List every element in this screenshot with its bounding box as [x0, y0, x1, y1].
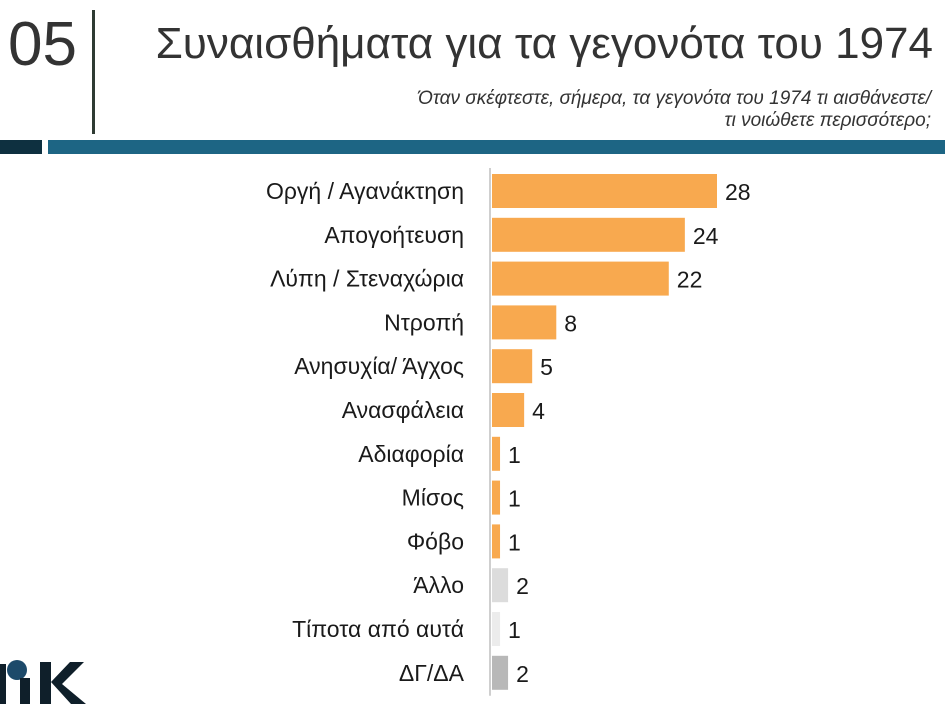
bar: [492, 568, 509, 603]
bar: [492, 612, 501, 646]
bar: [492, 655, 509, 690]
bar: [492, 480, 501, 515]
category-label: Μίσος: [402, 485, 464, 511]
category-label: Ανησυχία/ Άγχος: [294, 353, 464, 379]
survey-question: Όταν σκέφτεστε, σήμερα, τα γεγονότα του …: [418, 88, 931, 132]
page-title: Συναισθήματα για τα γεγονότα του 1974: [155, 19, 933, 68]
data-label: 4: [532, 398, 545, 424]
survey-question-line-2: τι νοιώθετε περισσότερο;: [724, 109, 931, 131]
data-label: 1: [508, 529, 521, 555]
slide-number: 05: [8, 10, 77, 79]
category-label: Τίποτα από αυτά: [292, 616, 464, 642]
category-label: Ανασφάλεια: [342, 397, 464, 423]
header-band-dark: [0, 140, 42, 154]
header-band-blue: [48, 140, 945, 154]
data-label: 8: [564, 310, 577, 336]
data-label: 1: [508, 617, 521, 643]
data-label: 2: [516, 661, 529, 687]
survey-question-line-1: Όταν σκέφτεστε, σήμερα, τα γεγονότα του …: [417, 88, 931, 109]
category-label: Αδιαφορία: [358, 441, 464, 467]
bar: [492, 174, 717, 208]
category-label: Άλλο: [413, 572, 464, 598]
chart: Οργή / Αγανάκτηση 28 Απογοήτευση 24 Λύπη / Σ…: [0, 160, 945, 716]
category-label: Ντροπή: [384, 309, 464, 335]
bar: [492, 393, 525, 427]
bar: [492, 305, 557, 340]
bar: [492, 436, 501, 471]
category-label: Απογοήτευση: [324, 222, 464, 248]
logo-icon: [0, 660, 86, 704]
category-label: Φόβο: [407, 528, 464, 554]
bar: [492, 217, 685, 252]
data-label: 28: [725, 179, 751, 205]
data-label: 1: [508, 486, 521, 512]
category-label: Λύπη / Στεναχώρια: [270, 266, 464, 292]
data-label: 1: [508, 442, 521, 468]
data-label: 2: [516, 573, 529, 599]
category-label: Οργή / Αγανάκτηση: [266, 178, 464, 204]
data-label: 5: [540, 354, 553, 380]
bar: [492, 349, 533, 384]
category-label: ΔΓ/ΔΑ: [399, 660, 465, 686]
bar: [492, 261, 669, 296]
header-divider: [92, 10, 95, 134]
bar: [492, 524, 501, 559]
data-label: 22: [677, 267, 703, 293]
data-label: 24: [693, 223, 719, 249]
